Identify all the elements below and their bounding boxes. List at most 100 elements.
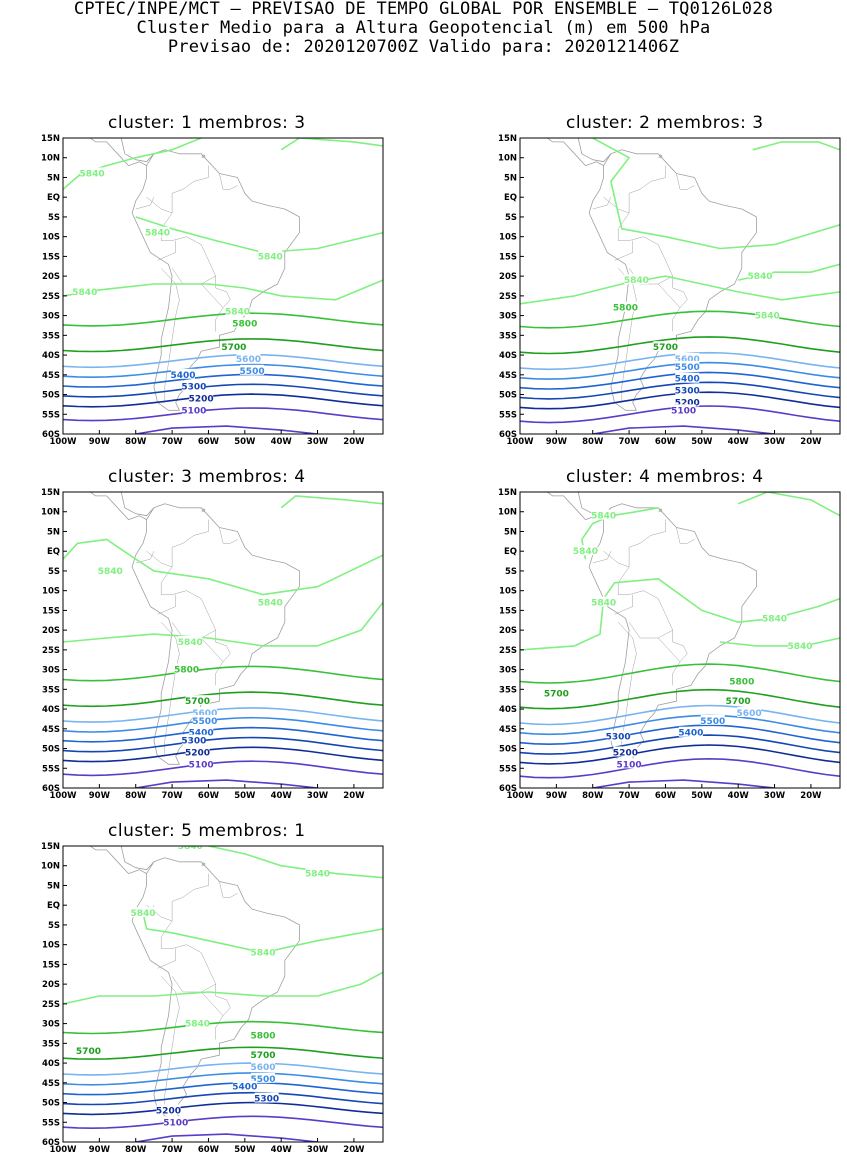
contour-label: 5840	[98, 567, 123, 577]
contour-5100	[135, 779, 318, 788]
lat-tick-label: 20S	[42, 272, 60, 282]
contour-label: 5300	[181, 737, 206, 747]
lon-tick-label: 70W	[618, 437, 640, 447]
contour-label-background	[624, 274, 649, 285]
contour-5840	[737, 492, 840, 517]
lat-tick-label: 10N	[41, 862, 60, 872]
lon-tick-label: 20W	[343, 437, 365, 447]
contour-label: 5100	[671, 406, 696, 416]
contour-label-background	[573, 545, 598, 556]
contour-5840	[719, 637, 840, 647]
panel-4-title: cluster: 4 membros: 4	[566, 467, 764, 487]
country-border	[592, 197, 612, 210]
coastline-south-america	[131, 149, 300, 411]
contour-label-background	[258, 250, 283, 261]
coastline-central-america	[119, 138, 155, 163]
contour-label-background	[591, 509, 616, 520]
contour-label-background	[76, 1045, 101, 1056]
contour-label-background	[225, 305, 250, 316]
contour-label: 5840	[250, 949, 275, 959]
contour-5840	[752, 141, 840, 151]
figure-header: CPTEC/INPE/MCT — PREVISAO DE TEMPO GLOBA…	[0, 0, 847, 57]
lon-tick-label: 20W	[343, 791, 365, 801]
lat-tick-label: 35S	[499, 685, 517, 695]
lat-tick-label: EQ	[47, 547, 60, 557]
coastline-south-america	[588, 149, 757, 411]
contour-label-background	[675, 372, 700, 383]
contour-label-background	[606, 730, 631, 741]
contour-5100	[592, 779, 775, 788]
lon-tick-label: 50W	[691, 437, 713, 447]
coastline-south-america	[131, 857, 300, 1119]
map-frame	[519, 137, 841, 435]
contour-label-background	[178, 846, 203, 850]
contour-label: 5840	[762, 614, 787, 624]
contour-label-background	[189, 758, 214, 769]
panel-1-title: cluster: 1 membros: 3	[108, 113, 306, 133]
coastline-central-america	[119, 846, 155, 871]
contour-label-background	[675, 384, 700, 395]
contour-5700	[520, 336, 840, 355]
contour-5300	[520, 381, 840, 400]
lon-tick-label: 60W	[198, 437, 220, 447]
lat-tick-label: 15N	[41, 488, 60, 498]
country-border	[676, 527, 695, 544]
contour-5300	[63, 383, 383, 398]
contour-label-background	[232, 1080, 257, 1091]
lat-tick-label: EQ	[47, 901, 60, 911]
lat-tick-label: 35S	[42, 1039, 60, 1049]
lon-tick-label: 30W	[764, 791, 786, 801]
contour-label: 5400	[170, 371, 195, 381]
lat-tick-label: 10N	[498, 154, 517, 164]
lat-tick-label: 15S	[42, 960, 60, 970]
lon-tick-label: 90W	[546, 437, 568, 447]
panel-2-title: cluster: 2 membros: 3	[566, 113, 764, 133]
contour-label-background	[613, 301, 638, 312]
contour-label: 5100	[181, 406, 206, 416]
country-border	[658, 637, 681, 662]
contour-label-background	[221, 341, 246, 352]
contour-5700	[63, 338, 383, 353]
panel-3-title: cluster: 3 membros: 4	[108, 467, 306, 487]
lat-tick-label: 30S	[42, 312, 60, 322]
contour-label: 5840	[305, 870, 330, 880]
lat-tick-label: 40S	[42, 1059, 60, 1069]
contour-label-background	[254, 1092, 279, 1103]
lon-tick-label: 100W	[49, 437, 77, 447]
contour-label-background	[675, 360, 700, 371]
contour-5300	[63, 1091, 383, 1106]
contour-5840	[280, 495, 383, 509]
lat-tick-label: 5S	[48, 213, 60, 223]
lat-tick-label: 30S	[499, 312, 517, 322]
country-border	[161, 622, 180, 757]
country-border	[592, 551, 612, 564]
lat-tick-label: 25S	[499, 646, 517, 656]
contour-label: 5400	[232, 1083, 257, 1093]
lat-tick-label: 45S	[499, 371, 517, 381]
contour-label-background	[80, 167, 105, 178]
contour-label: 5300	[254, 1095, 279, 1105]
map-frame	[62, 845, 384, 1143]
coastline-island	[658, 154, 663, 158]
country-border	[201, 991, 224, 1016]
contour-5200	[63, 746, 383, 763]
lat-tick-label: 50S	[42, 391, 60, 401]
map-frame	[62, 491, 384, 789]
contour-label-background	[251, 1072, 275, 1083]
lat-tick-label: 30S	[499, 666, 517, 676]
header-line-3: Previsao de: 2020120700Z Valido para: 20…	[167, 37, 680, 57]
header-line-1: CPTEC/INPE/MCT — PREVISAO DE TEMPO GLOBA…	[73, 0, 774, 19]
contour-label-background	[181, 404, 206, 415]
lat-tick-label: 20S	[499, 272, 517, 282]
country-border	[618, 268, 637, 403]
country-border	[614, 240, 633, 261]
coastline-island	[201, 862, 206, 866]
lat-tick-label: EQ	[504, 547, 517, 557]
lat-tick-label: 25S	[42, 292, 60, 302]
contour-label: 5600	[236, 355, 261, 365]
contour-label: 5500	[250, 1075, 275, 1085]
lon-tick-label: 60W	[655, 791, 677, 801]
contour-label: 5840	[258, 599, 283, 609]
lat-tick-label: 45S	[499, 725, 517, 735]
contour-5300	[63, 736, 383, 753]
